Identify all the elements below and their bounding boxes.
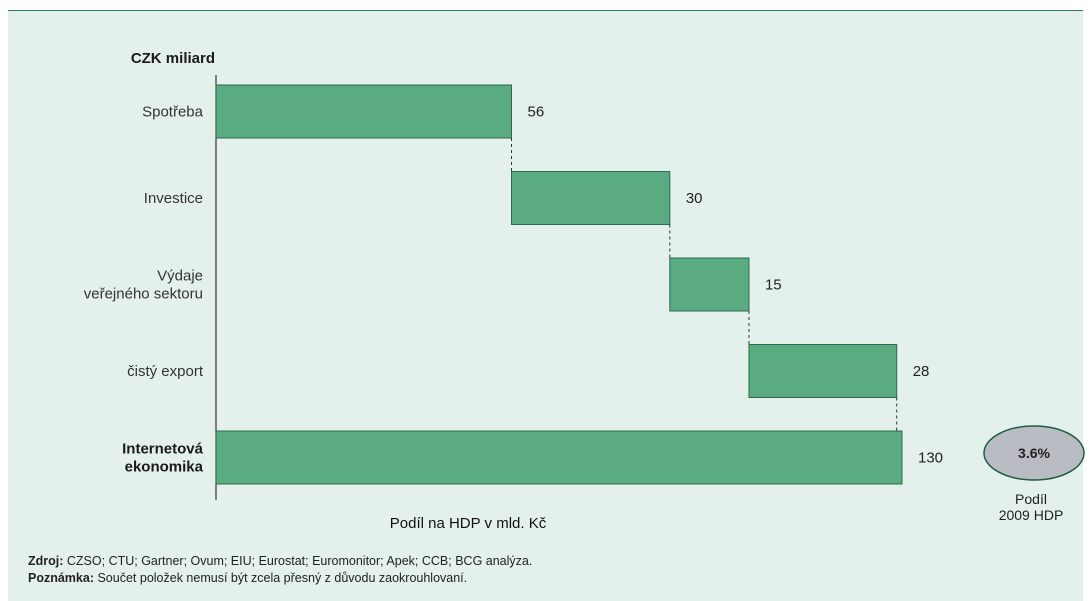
- chart-frame: [8, 10, 1083, 601]
- category-label-line: veřejného sektoru: [84, 286, 203, 303]
- share-caption-line-2: 2009 HDP: [999, 507, 1064, 523]
- source-line: Zdroj: CZSO; CTU; Gartner; Ovum; EIU; Eu…: [28, 554, 533, 568]
- unit-label: CZK miliard: [131, 50, 215, 67]
- category-label-3: Výdaje veřejného sektoru: [84, 268, 203, 303]
- share-caption-line-1: Podíl: [1015, 491, 1047, 507]
- value-label-4: 28: [913, 363, 930, 380]
- bar-2: [511, 171, 671, 225]
- category-label-line: Internetová: [122, 441, 204, 458]
- bar-4: [748, 344, 898, 398]
- category-label-1: Spotřeba: [142, 104, 204, 121]
- value-label-3: 15: [765, 277, 782, 294]
- category-label-line: Výdaje: [157, 268, 203, 285]
- category-label-4: čistý export: [127, 363, 204, 380]
- value-label-1: 56: [528, 104, 545, 121]
- share-badge-ellipse: [983, 425, 1085, 481]
- category-label-line: čistý export: [127, 363, 204, 380]
- category-label-line: ekonomika: [125, 459, 204, 476]
- value-label-2: 30: [686, 190, 703, 207]
- bar-1: [215, 84, 513, 139]
- value-label-5: 130: [918, 450, 943, 467]
- bar-5: [215, 430, 903, 485]
- category-label-line: Spotřeba: [142, 104, 204, 121]
- category-label-2: Investice: [144, 190, 203, 207]
- x-axis-label: Podíl na HDP v mld. Kč: [390, 515, 547, 532]
- chart-footer: Zdroj: CZSO; CTU; Gartner; Ovum; EIU; Eu…: [28, 553, 532, 587]
- category-label-5: Internetová ekonomika: [122, 441, 204, 476]
- bar-3: [669, 257, 750, 312]
- share-badge-value: 3.6%: [1018, 445, 1050, 461]
- note-line: Poznámka: Součet položek nemusí být zcel…: [28, 571, 468, 585]
- category-label-line: Investice: [144, 190, 203, 207]
